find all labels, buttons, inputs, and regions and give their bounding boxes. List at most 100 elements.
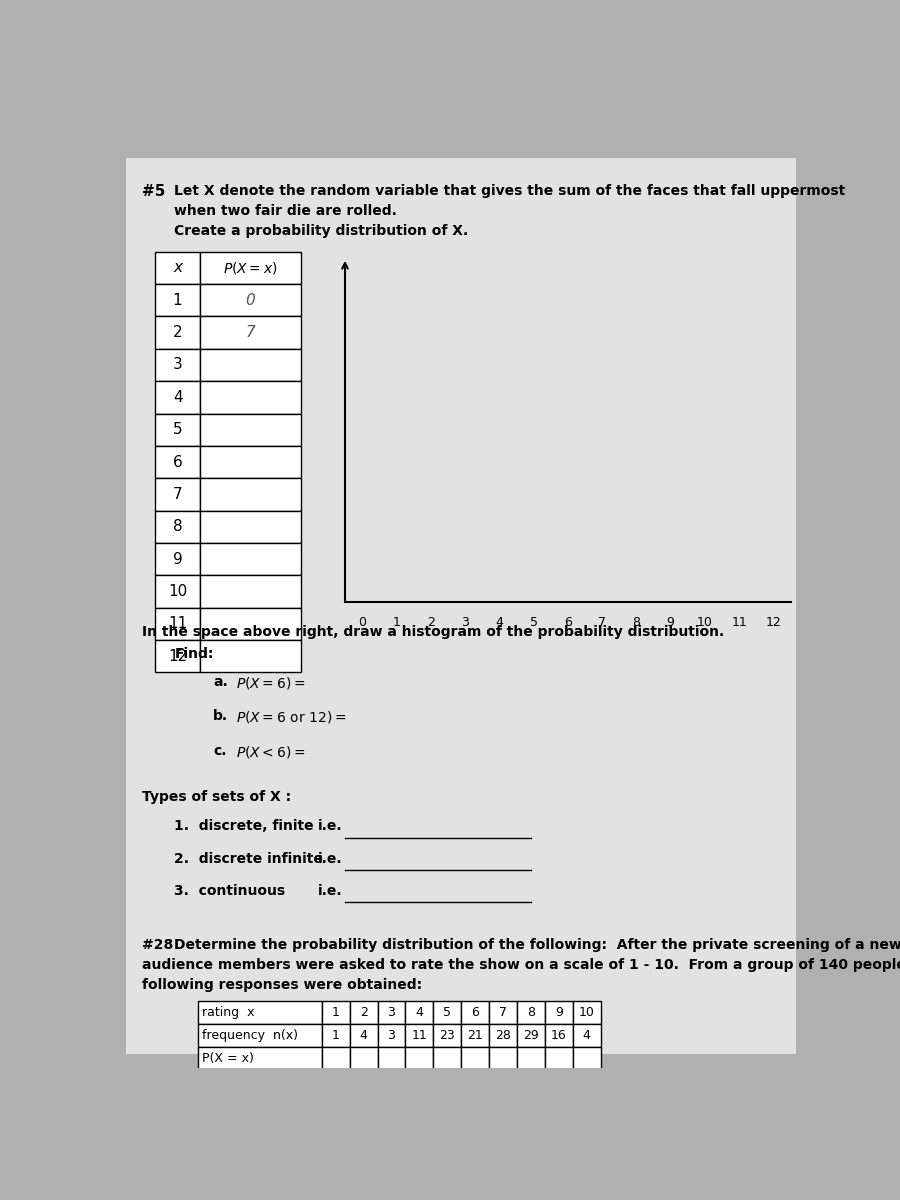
Bar [349, 1001, 377, 1024]
Bar [322, 1048, 349, 1070]
Bar [517, 1024, 544, 1048]
Bar [461, 1024, 490, 1048]
Text: 4: 4 [583, 1030, 590, 1042]
Text: following responses were obtained:: following responses were obtained: [142, 978, 422, 992]
Bar [461, 1001, 490, 1024]
Bar [349, 1024, 377, 1048]
Text: 16: 16 [551, 1030, 567, 1042]
Bar [155, 478, 200, 510]
Bar [200, 575, 301, 607]
Bar [200, 607, 301, 640]
Text: 9: 9 [667, 616, 675, 629]
Bar [200, 542, 301, 575]
Text: 10: 10 [697, 616, 713, 629]
Text: 4: 4 [416, 1006, 423, 1019]
Text: 4: 4 [495, 616, 503, 629]
Text: 1: 1 [173, 293, 183, 308]
Bar [200, 284, 301, 317]
Text: 28: 28 [495, 1030, 511, 1042]
Text: Types of sets of X :: Types of sets of X : [142, 790, 291, 804]
Text: 12: 12 [168, 648, 187, 664]
Bar [200, 640, 301, 672]
Text: #28: #28 [142, 938, 173, 952]
Bar [349, 1048, 377, 1070]
Bar [434, 1024, 461, 1048]
Text: rating  x: rating x [202, 1006, 255, 1019]
Text: b.: b. [213, 709, 229, 724]
Bar [200, 478, 301, 510]
Text: when two fair die are rolled.: when two fair die are rolled. [175, 204, 398, 218]
Bar [378, 1024, 405, 1048]
Bar [434, 1001, 461, 1024]
Bar [155, 575, 200, 607]
Text: 3: 3 [388, 1030, 395, 1042]
Text: 1: 1 [332, 1006, 339, 1019]
Bar [200, 317, 301, 349]
Text: Create a probability distribution of X.: Create a probability distribution of X. [175, 224, 469, 238]
Bar [200, 252, 301, 284]
Bar [200, 382, 301, 414]
Text: 8: 8 [173, 520, 183, 534]
Bar [405, 1001, 434, 1024]
Bar [155, 284, 200, 317]
Bar [155, 349, 200, 382]
Text: 5: 5 [444, 1006, 451, 1019]
Bar [198, 1001, 322, 1024]
Bar [405, 1024, 434, 1048]
Bar [545, 1024, 573, 1048]
Text: a.: a. [213, 674, 228, 689]
Text: 2.  discrete infinite: 2. discrete infinite [175, 852, 323, 865]
Text: $P(X < 6) =$: $P(X < 6) =$ [237, 744, 306, 760]
Bar [155, 317, 200, 349]
Bar [155, 607, 200, 640]
Bar [405, 1048, 434, 1070]
Text: 5: 5 [529, 616, 537, 629]
Bar [155, 252, 200, 284]
Text: 5: 5 [173, 422, 183, 437]
Text: 1.  discrete, finite: 1. discrete, finite [175, 820, 314, 833]
Text: 3: 3 [173, 358, 183, 372]
Text: 21: 21 [467, 1030, 483, 1042]
Text: $P(X = 6\ \mathrm{or}\ 12) =$: $P(X = 6\ \mathrm{or}\ 12) =$ [237, 709, 346, 725]
Bar [490, 1001, 518, 1024]
Text: 1: 1 [332, 1030, 339, 1042]
Text: 11: 11 [411, 1030, 428, 1042]
Text: frequency  n(x): frequency n(x) [202, 1030, 299, 1042]
Bar [200, 414, 301, 446]
Text: i.e.: i.e. [318, 884, 343, 898]
Text: 7: 7 [598, 616, 606, 629]
Text: 12: 12 [766, 616, 781, 629]
Text: 1: 1 [392, 616, 400, 629]
Bar [155, 640, 200, 672]
Bar [198, 1048, 322, 1070]
Bar [517, 1001, 544, 1024]
Bar [155, 414, 200, 446]
Text: 29: 29 [523, 1030, 539, 1042]
Bar [573, 1048, 601, 1070]
Text: 11: 11 [732, 616, 747, 629]
Text: $P(X = 6) =$: $P(X = 6) =$ [237, 674, 306, 690]
Bar [573, 1024, 601, 1048]
Text: i.e.: i.e. [318, 820, 343, 833]
Text: #5: #5 [142, 184, 166, 199]
Text: 0: 0 [246, 293, 256, 308]
Text: 4: 4 [173, 390, 183, 404]
Bar [322, 1024, 349, 1048]
Text: Let X denote the random variable that gives the sum of the faces that fall upper: Let X denote the random variable that gi… [175, 184, 846, 198]
Bar [155, 510, 200, 542]
Text: 3: 3 [461, 616, 469, 629]
Bar [378, 1048, 405, 1070]
Bar [517, 1048, 544, 1070]
Text: 10: 10 [168, 584, 187, 599]
Text: In the space above right, draw a histogram of the probability distribution.: In the space above right, draw a histogr… [142, 625, 724, 640]
Text: Find:: Find: [175, 647, 214, 661]
Bar [490, 1048, 518, 1070]
Text: i.e.: i.e. [318, 852, 343, 865]
Text: c.: c. [213, 744, 227, 758]
Bar [434, 1048, 461, 1070]
Bar [461, 1048, 490, 1070]
Bar [573, 1001, 601, 1024]
Text: 11: 11 [168, 617, 187, 631]
Text: 7: 7 [246, 325, 256, 340]
Bar [155, 446, 200, 478]
